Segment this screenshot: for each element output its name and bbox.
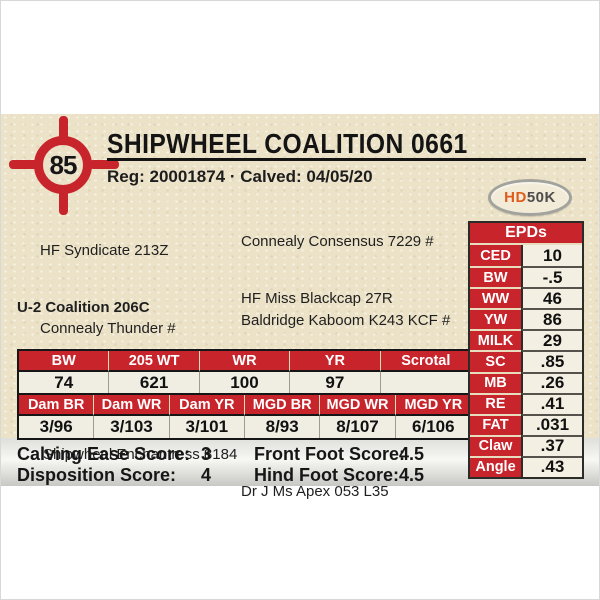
hd50k-logo-50k-text: 50K [526,189,556,206]
epd-row: Angle .43 [470,455,582,478]
epd-label: WW [470,287,521,309]
epd-value: 10 [521,245,582,267]
dam-records-value-cell: 8/93 [245,416,321,438]
performance-header-cell: YR [290,351,381,372]
hind-foot-score-label: Hind Foot Score: [254,465,399,485]
epd-row: WW 46 [470,287,582,309]
pedigree-dam-dam: Shipwheel Enchantress 8184 [43,446,238,463]
pedigree-gen3-line: Connealy Consensus 7229 # [241,233,434,250]
pedigree-gen3-line: Baldridge Kaboom K243 KCF # [241,312,451,329]
epd-row: BW -.5 [470,266,582,288]
hind-foot-score-value: 4.5 [399,465,425,485]
calving-ease-score-label: Calving Ease Score: [17,444,191,464]
dam-records-value-cell: 6/106 [395,416,471,438]
dam-records-header-cell: MGD YR [395,395,471,416]
front-foot-score-label: Front Foot Score: [254,444,405,464]
lot-badge-crosshair-icon: 85 [9,116,127,216]
epd-label: FAT [470,413,521,435]
performance-header-cell: 205 WT [109,351,200,372]
pedigree-gen3-line: Dr J Ms Apex 053 L35 [241,483,389,500]
epd-value: .43 [521,455,582,478]
dam-records-table: Dam BR Dam WR Dam YR MGD BR MGD WR MGD Y… [17,393,473,440]
performance-header-cell: Scrotal [380,351,471,372]
crosshair-spoke-left [9,160,39,169]
epd-row: CED 10 [470,245,582,267]
performance-header-cell: BW [19,351,110,372]
dam-records-header-cell: Dam WR [94,395,170,416]
dam-records-header-cell: Dam YR [169,395,245,416]
epd-label: SC [470,350,521,372]
epd-value: .41 [521,392,582,414]
epd-label: BW [470,266,521,288]
pedigree-dam-sire: Connealy Thunder # [40,320,176,337]
performance-value-cell: 97 [290,372,381,393]
epd-row: RE .41 [470,392,582,414]
dam-records-header-cell: Dam BR [19,395,95,416]
dam-records-value-cell: 3/96 [19,416,95,438]
epd-row: MILK 29 [470,329,582,351]
epd-table: EPDs CED 10 BW -.5 WW 46 YW 86 MILK 29 S… [468,221,584,479]
performance-table: BW 205 WT WR YR Scrotal 74 621 100 97 [17,349,473,395]
animal-name-title: SHIPWHEEL COALITION 0661 [107,128,468,159]
epd-row: MB .26 [470,371,582,393]
dam-records-header-cell: MGD WR [320,395,396,416]
hd50k-logo-hd-text: HD [504,189,527,206]
epd-row: SC .85 [470,350,582,372]
pedigree-sire-sire: HF Syndicate 213Z [40,242,169,259]
epd-label: RE [470,392,521,414]
epd-value: .37 [521,434,582,456]
front-foot-score-value: 4.5 [399,444,425,464]
disposition-score-value: 4 [201,465,212,485]
dam-records-value-cell: 3/101 [169,416,245,438]
epd-value: 86 [521,308,582,330]
epd-row: YW 86 [470,308,582,330]
performance-value-cell [380,372,471,393]
epd-label: Claw [470,434,521,456]
crosshair-spoke-top [59,116,68,142]
pedigree-sire: U-2 Coalition 206C [17,299,150,316]
epd-label: CED [470,245,521,267]
crosshair-spoke-bottom [59,190,68,215]
epd-label: MB [470,371,521,393]
lot-number: 85 [49,149,78,180]
epd-value: .85 [521,350,582,372]
dam-records-header-cell: MGD BR [245,395,321,416]
epd-value: -.5 [521,266,582,288]
epd-table-title: EPDs [470,223,582,245]
calving-ease-score-value: 3 [201,444,212,464]
epd-value: 29 [521,329,582,351]
epd-value: .031 [521,413,582,435]
hd50k-logo: HD 50K [488,179,572,216]
crosshair-ring: 85 [34,136,92,194]
performance-value-cell: 74 [19,372,110,393]
performance-header-cell: WR [199,351,291,372]
dam-records-value-cell: 8/107 [320,416,396,438]
title-underline [107,158,586,161]
dam-records-value-cell: 3/103 [94,416,170,438]
epd-label: YW [470,308,521,330]
performance-value-cell: 100 [199,372,291,393]
epd-row: FAT .031 [470,413,582,435]
epd-value: 46 [521,287,582,309]
epd-label: MILK [470,329,521,351]
registration-line: Reg: 20001874 · Calved: 04/05/20 [107,167,373,186]
pedigree-gen3-line: HF Miss Blackcap 27R [241,290,393,307]
epd-row: Claw .37 [470,434,582,456]
disposition-score-label: Disposition Score: [17,465,177,485]
crosshair-spoke-right [89,160,119,169]
epd-value: .26 [521,371,582,393]
performance-value-cell: 621 [109,372,200,393]
epd-label: Angle [470,455,521,478]
